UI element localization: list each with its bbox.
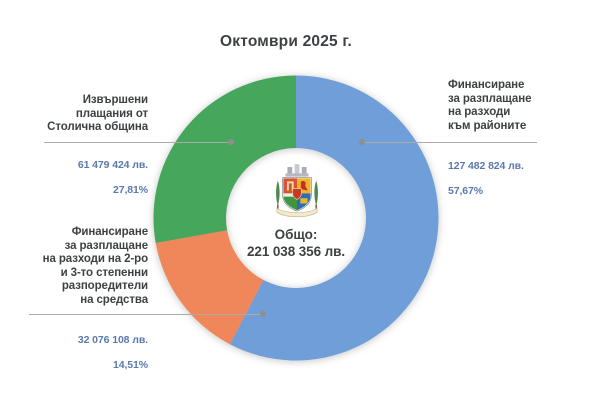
slice-values-districts: 127 482 824 лв. 57,67% bbox=[448, 147, 573, 210]
emblem-branches bbox=[276, 180, 318, 209]
leader-line-secondary-spenders bbox=[29, 314, 263, 315]
emblem-crown bbox=[285, 164, 309, 177]
slice-amount: 61 479 424 лв. bbox=[77, 158, 148, 171]
leader-dot-districts bbox=[359, 139, 365, 145]
slice-values-secondary-spenders: 32 076 108 лв. 14,51% bbox=[0, 321, 148, 384]
slice-values-municipality-payments: 61 479 424 лв. 27,81% bbox=[0, 146, 148, 209]
slice-percent: 14,51% bbox=[112, 358, 148, 371]
total-label: Общо: bbox=[274, 227, 318, 242]
leader-dot-secondary-spenders bbox=[260, 311, 266, 317]
chart-title: Октомври 2025 г. bbox=[220, 33, 352, 50]
total-value: 221 038 356 лв. bbox=[247, 244, 345, 259]
donut-slice-districts[interactable] bbox=[229, 75, 439, 361]
slice-amount: 32 076 108 лв. bbox=[77, 333, 148, 346]
slice-label-districts: Финансиране за разплащане на разходи към… bbox=[448, 79, 532, 132]
slice-percent: 57,67% bbox=[448, 184, 484, 197]
leader-line-districts bbox=[361, 142, 537, 143]
slice-amount: 127 482 824 лв. bbox=[448, 159, 524, 172]
slice-label-municipality-payments: Извършени плащания от Столична община bbox=[47, 94, 148, 133]
slice-percent: 27,81% bbox=[112, 183, 148, 196]
leader-dot-municipality-payments bbox=[228, 139, 234, 145]
sofia-coat-of-arms-icon bbox=[276, 164, 318, 218]
emblem-ribbon bbox=[276, 207, 318, 218]
leader-line-municipality-payments bbox=[44, 142, 231, 143]
slice-label-secondary-spenders: Финансиране за разплащане на разходи на … bbox=[42, 226, 148, 306]
donut-center-text: Общо: 221 038 356 лв. bbox=[196, 226, 396, 260]
emblem-shield bbox=[282, 177, 312, 212]
donut-slice-secondary-spenders[interactable] bbox=[155, 230, 264, 345]
donut-slice-municipality-payments[interactable] bbox=[153, 75, 296, 244]
